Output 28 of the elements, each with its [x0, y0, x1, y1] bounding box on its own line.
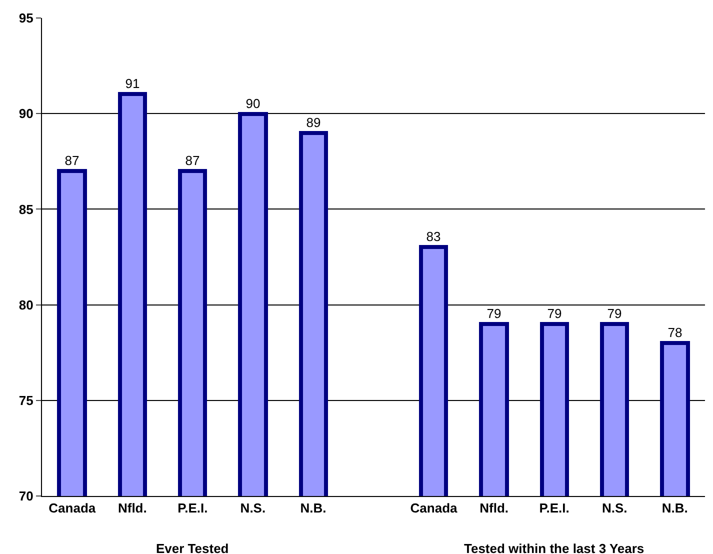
- y-tick-label: 85: [18, 202, 34, 217]
- text: Ever Tested: [156, 541, 229, 554]
- data-label: 79: [547, 306, 562, 321]
- data-label: 79: [607, 306, 622, 321]
- data-label: 89: [306, 115, 321, 130]
- y-tick-label: 75: [18, 392, 34, 408]
- x-tick-label: P.E.I.: [539, 500, 570, 516]
- x-tick-label: N.B.: [300, 500, 326, 516]
- x-tick-label: N.S.: [602, 500, 628, 516]
- y-tick-label: 80: [18, 297, 34, 312]
- data-label: 90: [246, 96, 260, 111]
- x-tick-label: Nfld.: [480, 500, 508, 516]
- y-tick-label: 90: [18, 106, 34, 122]
- data-label: 87: [185, 153, 200, 168]
- x-tick-label: Canada: [410, 500, 458, 516]
- data-label: 87: [64, 153, 80, 168]
- y-tick-label: 70: [18, 488, 34, 504]
- data-label: 79: [486, 306, 502, 321]
- data-label: 83: [426, 229, 441, 244]
- x-tick-label: N.B.: [662, 500, 688, 516]
- x-tick-label: Nfld.: [118, 500, 147, 516]
- data-label: 91: [125, 76, 140, 91]
- x-tick-label: Canada: [48, 500, 96, 516]
- x-tick-label: P.E.I.: [178, 500, 208, 516]
- x-tick-label: N.S.: [240, 500, 266, 516]
- text: Tested within the last 3 Years: [464, 541, 644, 554]
- y-tick-label: 95: [18, 10, 34, 26]
- data-label: 78: [668, 325, 682, 340]
